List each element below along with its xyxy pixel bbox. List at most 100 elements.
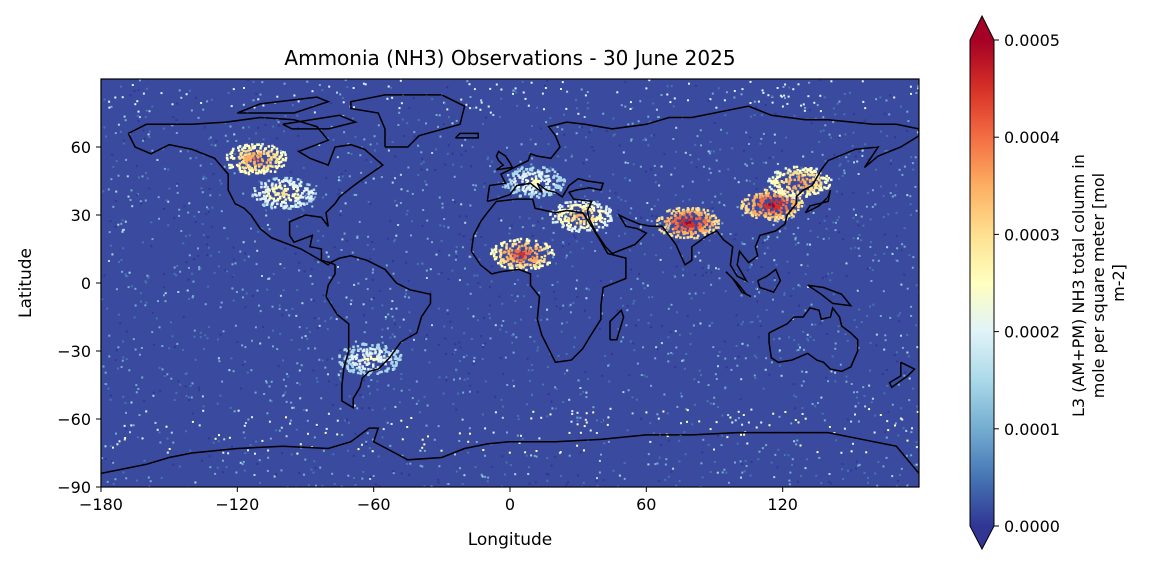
field-speck [172, 116, 175, 118]
field-speck [124, 275, 127, 277]
hotspot-pixel [532, 260, 535, 264]
field-speck [869, 218, 872, 221]
field-speck [298, 472, 301, 475]
field-speck [369, 143, 372, 146]
field-speck [626, 309, 629, 312]
hotspot-pixel [793, 194, 796, 198]
field-speck [337, 281, 340, 284]
field-speck [242, 126, 245, 129]
hotspot-pixel [516, 258, 519, 262]
field-speck [472, 107, 475, 110]
field-speck [898, 320, 901, 323]
hotspot-pixel [686, 222, 689, 225]
field-speck [357, 282, 360, 285]
field-speck [451, 152, 454, 155]
hotspot-pixel [281, 150, 285, 154]
field-speck [368, 349, 371, 352]
field-speck [365, 158, 368, 161]
field-speck [127, 195, 130, 198]
hotspot-pixel [354, 357, 358, 361]
field-speck [470, 238, 473, 241]
hotspot-pixel [287, 207, 290, 210]
field-speck [900, 105, 902, 108]
field-speck [394, 155, 397, 158]
field-speck [575, 240, 578, 243]
field-speck [783, 292, 786, 295]
field-speck [297, 126, 299, 129]
field-speck [188, 297, 190, 300]
field-speck [793, 440, 796, 443]
field-speck [425, 277, 428, 279]
field-speck [555, 262, 557, 265]
field-speck [399, 202, 402, 204]
field-speck [357, 448, 360, 451]
hotspot-pixel [761, 199, 764, 202]
field-speck [446, 86, 449, 89]
hotspot-pixel [529, 172, 532, 175]
field-speck [874, 203, 877, 206]
field-speck [591, 146, 594, 149]
hotspot-pixel [295, 189, 298, 193]
field-speck [114, 226, 117, 228]
x-tick-label: 0 [505, 495, 515, 514]
field-speck [105, 135, 107, 138]
hotspot-pixel [548, 186, 551, 189]
x-tick-label: −60 [357, 495, 391, 514]
field-speck [607, 440, 610, 443]
field-speck [519, 197, 522, 199]
hotspot-pixel [779, 171, 782, 175]
field-speck [344, 169, 347, 172]
hotspot-pixel [797, 175, 801, 178]
field-speck [883, 233, 886, 236]
field-speck [349, 303, 352, 306]
field-speck [806, 458, 808, 461]
field-speck [492, 431, 495, 434]
hotspot-pixel [284, 153, 287, 156]
hotspot-pixel [792, 215, 795, 218]
field-speck [488, 304, 491, 307]
hotspot-pixel [807, 190, 811, 193]
hotspot-pixel [675, 230, 679, 234]
field-speck [259, 342, 262, 345]
field-speck [307, 484, 310, 487]
hotspot-pixel [287, 194, 290, 197]
field-speck [707, 443, 710, 446]
field-speck [283, 82, 286, 85]
field-speck [793, 114, 796, 117]
hotspot-pixel [690, 209, 694, 213]
field-speck [435, 114, 438, 116]
field-speck [366, 243, 369, 246]
field-speck [173, 266, 176, 269]
hotspot-pixel [362, 353, 365, 356]
hotspot-pixel [522, 260, 525, 263]
hotspot-pixel [296, 186, 299, 189]
hotspot-pixel [525, 268, 528, 272]
field-speck [172, 441, 175, 444]
hotspot-pixel [503, 266, 507, 269]
hotspot-pixel [780, 211, 783, 214]
field-speck [530, 163, 533, 166]
colorbar-label-line: m-2] [1109, 264, 1128, 302]
field-speck [453, 378, 455, 381]
hotspot-pixel [817, 175, 820, 178]
field-speck [815, 474, 818, 477]
field-speck [136, 436, 139, 439]
field-speck [158, 431, 161, 434]
field-speck [219, 333, 222, 336]
field-speck [536, 274, 539, 277]
hotspot-pixel [361, 358, 364, 361]
hotspot-pixel [663, 226, 667, 229]
field-speck [230, 105, 233, 108]
hotspot-pixel [266, 151, 270, 154]
hotspot-pixel [253, 160, 256, 163]
hotspot-pixel [276, 202, 279, 206]
field-speck [885, 456, 888, 459]
field-speck [579, 451, 582, 454]
field-speck [897, 434, 900, 437]
field-speck [170, 431, 173, 434]
field-speck [242, 296, 244, 299]
field-speck [351, 117, 354, 120]
field-speck [103, 126, 106, 129]
field-speck [449, 320, 452, 323]
